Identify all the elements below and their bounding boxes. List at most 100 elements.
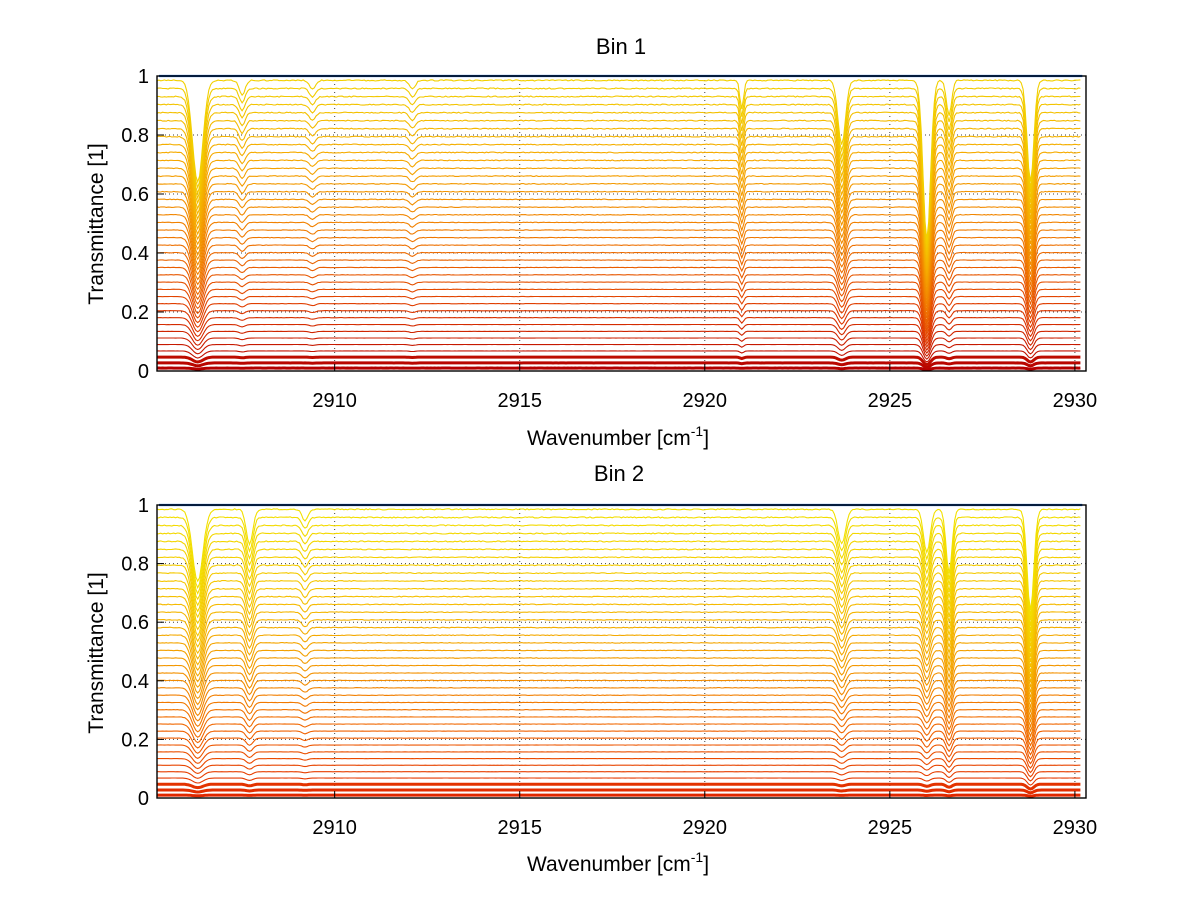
spectrum-line xyxy=(156,587,1081,662)
spectrum-line xyxy=(156,516,1081,616)
spectrum-line xyxy=(156,167,1081,280)
x-tick-label: 2915 xyxy=(497,817,542,839)
spectrum-line xyxy=(157,757,1081,774)
spectrum-line xyxy=(157,361,1081,369)
x-axis-label: Wavenumber [cm-1] xyxy=(527,423,709,450)
y-tick-label: 0.8 xyxy=(121,554,149,576)
spectrum-line xyxy=(156,310,1081,346)
plot-area xyxy=(156,74,1087,372)
spectrum-line xyxy=(156,532,1081,626)
y-tick-label: 1 xyxy=(138,495,149,517)
x-tick-label: 2920 xyxy=(683,817,728,839)
spectrum-line xyxy=(156,127,1081,263)
spectrum-line xyxy=(156,229,1081,308)
spectrum-line xyxy=(157,723,1081,752)
spectrum-line xyxy=(157,771,1081,782)
x-tick-label: 2925 xyxy=(868,817,913,839)
y-tick-labels: 0 0.2 0.4 0.6 0.8 1 xyxy=(121,66,149,383)
x-tick-label: 2930 xyxy=(1053,390,1098,412)
spectrum-line xyxy=(157,337,1081,357)
spectrum-line xyxy=(156,737,1081,761)
spectrum-line xyxy=(156,343,1081,360)
spectrum-line xyxy=(156,266,1081,327)
x-tick-labels: 2910 2915 2920 2925 2930 xyxy=(312,390,1097,412)
spectrum-line xyxy=(157,730,1081,756)
y-tick-label: 0 xyxy=(138,788,149,810)
spectrum-line xyxy=(156,182,1081,287)
x-tick-label: 2910 xyxy=(312,390,357,412)
x-axis-label: Wavenumber [cm-1] xyxy=(527,849,709,876)
spectrum-line xyxy=(156,103,1081,252)
spectrum-line xyxy=(156,213,1081,301)
spectrum-line xyxy=(156,751,1081,769)
spectrum-line xyxy=(157,679,1081,724)
spectrum-line xyxy=(156,649,1081,703)
subplot-bin-2: Bin 2 2910 2915 2920 2925 2930 0 0.2 0.4… xyxy=(85,461,1097,876)
spectrum-line xyxy=(156,524,1081,621)
spectrum-line xyxy=(157,782,1081,791)
spectrum-line xyxy=(156,572,1081,653)
spectrum-line xyxy=(156,579,1081,657)
axes-frame xyxy=(156,75,1087,372)
spectrum-line xyxy=(156,548,1081,637)
spectrum-line xyxy=(157,251,1081,319)
y-tick-label: 0.8 xyxy=(121,125,149,147)
spectrum-line xyxy=(157,355,1081,367)
spectrum-line xyxy=(156,151,1081,274)
spectrum-line xyxy=(157,302,1081,343)
spectrum-line xyxy=(156,87,1081,244)
y-axis-label: Transmittance [1] xyxy=(85,572,108,733)
spectrum-line xyxy=(156,694,1081,733)
y-tick-label: 1 xyxy=(138,66,149,88)
spectrum-line xyxy=(156,135,1081,266)
spectrum-line xyxy=(156,508,1081,611)
spectrum-line xyxy=(156,159,1081,276)
spectrum-line xyxy=(156,330,1081,355)
y-axis-label: Transmittance [1] xyxy=(85,143,108,304)
spectrum-line xyxy=(156,744,1081,765)
spectrum-line xyxy=(156,119,1081,259)
spectrum-line xyxy=(156,701,1081,738)
spectrum-line xyxy=(157,350,1081,363)
spectrum-line xyxy=(157,317,1081,349)
spectrum-line xyxy=(157,793,1081,798)
spectrum-line xyxy=(156,672,1081,719)
spectrum-line xyxy=(156,175,1081,284)
spectrum-line xyxy=(157,777,1081,786)
spectrum-line xyxy=(156,288,1081,336)
spectrum-line xyxy=(156,687,1081,729)
spectrum-line xyxy=(156,595,1081,668)
spectrum-line xyxy=(156,79,1081,241)
spectrum-line xyxy=(156,206,1081,298)
spectrum-line xyxy=(156,244,1081,315)
spectrum-line xyxy=(156,657,1081,709)
y-tick-label: 0.4 xyxy=(121,243,149,265)
spectrum-line xyxy=(157,143,1081,270)
spectrum-line xyxy=(157,323,1081,352)
spectrum-line xyxy=(156,221,1081,305)
y-tick-label: 0.6 xyxy=(121,184,149,206)
y-tick-labels: 0 0.2 0.4 0.6 0.8 1 xyxy=(121,495,149,810)
subplot-bin-1: Bin 1 2910 2915 2920 2925 2930 0 0.2 0.4… xyxy=(85,34,1097,450)
y-tick-label: 0 xyxy=(138,361,149,383)
spectrum-line xyxy=(156,259,1081,324)
spectrum-line xyxy=(157,556,1081,642)
spectrum-line xyxy=(157,626,1081,688)
spectrum-line xyxy=(157,788,1081,795)
spectrum-line xyxy=(156,198,1081,295)
spectrum-line xyxy=(156,95,1081,248)
spectrum-line xyxy=(156,618,1081,683)
spectrum-line xyxy=(156,236,1081,312)
y-tick-label: 0.4 xyxy=(121,671,149,693)
spectrum-line xyxy=(156,709,1081,743)
spectrum-line xyxy=(156,664,1081,714)
y-tick-label: 0.6 xyxy=(121,612,149,634)
spectrum-line xyxy=(156,603,1081,673)
x-tick-label: 2930 xyxy=(1053,817,1098,839)
x-tick-labels: 2910 2915 2920 2925 2930 xyxy=(312,817,1097,839)
axes-frame xyxy=(156,504,1087,799)
y-tick-label: 0.2 xyxy=(121,729,149,751)
spectrum-line xyxy=(157,366,1081,372)
spectrum-line xyxy=(157,274,1081,330)
